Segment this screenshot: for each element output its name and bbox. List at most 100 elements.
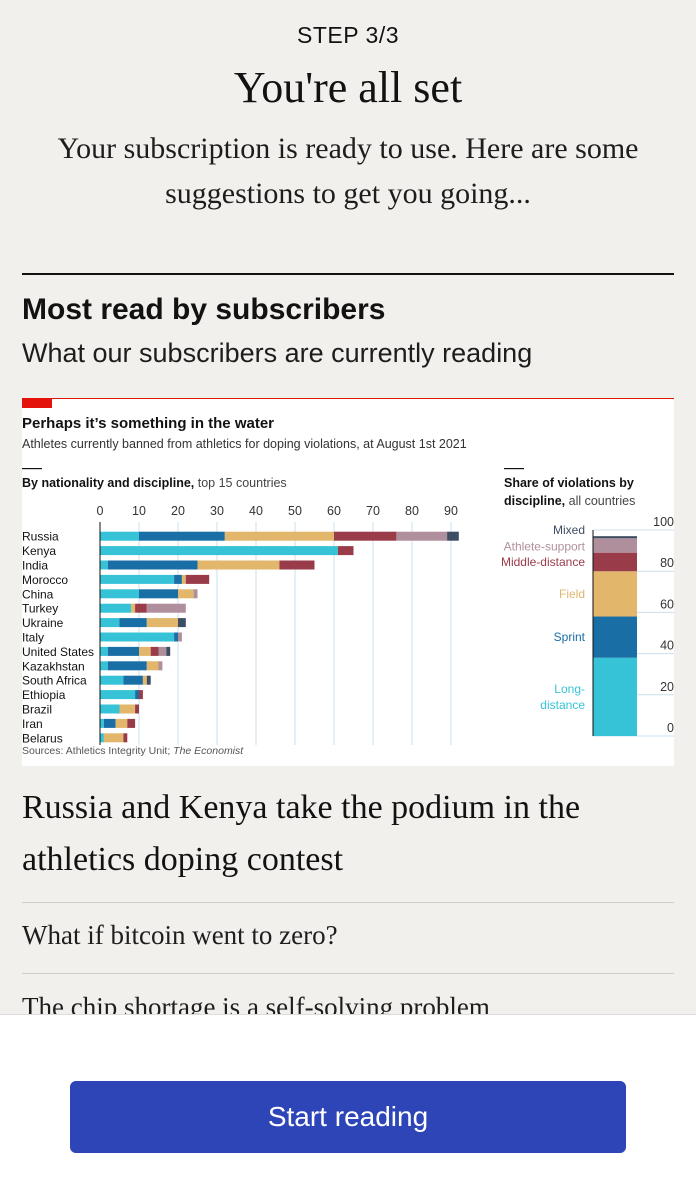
bar-segment [150,646,159,656]
bar-segment [193,589,198,599]
article-divider [22,973,674,974]
bar-segment [100,632,175,642]
bar-segment [100,546,338,556]
share-label: distance [540,698,585,712]
bar-segment [103,718,116,728]
source-italic: The Economist [173,745,244,757]
category-label: China [22,587,54,601]
bar-segment [119,618,147,628]
bar-segment [107,560,198,570]
share-tick-label: 80 [660,556,674,570]
bar-segment [337,546,354,556]
bar-segment [107,661,147,671]
bar-segment [100,589,139,599]
article-chart-image[interactable]: Perhaps it’s something in the water Athle… [22,398,674,766]
x-tick-label: 60 [327,504,341,518]
bar-segment [107,646,139,656]
share-label: Long- [554,682,585,696]
bar-segment [146,603,186,613]
share-label: Mixed [553,523,585,537]
category-label: Italy [22,631,44,645]
share-tick-label: 100 [653,515,674,529]
bar-segment [158,646,167,656]
section-subheading: What our subscribers are currently readi… [22,338,533,368]
bar-segment [103,733,124,743]
share-segment [593,552,637,572]
bar-segment [131,603,136,613]
bar-segment [174,632,178,642]
panel-marker [504,468,524,470]
bar-segment [115,718,128,728]
x-tick-label: 80 [405,504,419,518]
bar-segment [100,603,132,613]
onboarding-step: STEP 3/3 [296,22,400,48]
panel-title-bold: By nationality and discipline, [22,476,194,490]
bar-segment [139,646,151,656]
panel-title-sub: top 15 countries [194,476,286,490]
x-tick-label: 20 [171,504,185,518]
article-link-bitcoin[interactable]: What if bitcoin went to zero? [22,920,338,950]
share-segment [593,536,637,539]
share-panel-title-bold: discipline, [504,494,565,508]
share-panel-subtitle: all countries [565,494,635,508]
panel-title: By nationality and discipline, top 15 co… [22,476,287,490]
category-label: Kazakhstan [22,659,85,673]
bar-segment [396,531,448,541]
share-tick-label: 0 [667,721,674,735]
bar-segment [224,531,334,541]
bar-segment [178,589,194,599]
chart-source: Sources: Athletics Integrity Unit; The E… [22,745,244,757]
share-segment [593,616,637,658]
x-tick-label: 0 [97,504,104,518]
share-panel-title: Share of violations by [504,476,634,490]
share-panel-title-line2: discipline, all countries [504,494,635,508]
x-tick-label: 10 [132,504,146,518]
bar-segment [181,574,186,584]
bar-segment [100,704,120,714]
category-label: Morocco [22,573,68,587]
section-heading: Most read by subscribers [22,293,386,326]
bar-segment [119,704,136,714]
bar-segment [158,661,163,671]
page-title: You're all set [233,63,463,112]
bar-segment [174,574,182,584]
category-label: Russia [22,530,59,544]
featured-article-link[interactable]: Russia and Kenya take the podium in the … [22,789,581,878]
chart-title: Perhaps it’s something in the water [22,415,274,432]
share-segment [593,571,637,617]
bar-segment [139,690,143,700]
category-label: Brazil [22,703,52,717]
bar-segment [100,646,108,656]
share-label: Middle-distance [501,555,585,569]
bar-segment [197,560,280,570]
share-segment [593,538,637,553]
source-text: Sources: Athletics Integrity Unit; [22,745,173,757]
category-label: Kenya [22,544,56,558]
x-tick-label: 70 [366,504,380,518]
bar-segment [100,560,108,570]
category-label: Iran [22,717,43,731]
bar-segment [146,661,159,671]
bar-segment [135,603,147,613]
bar-segment [139,531,225,541]
category-label: South Africa [22,674,87,688]
section-rule [22,273,674,275]
article-divider [22,902,674,903]
bar-segment [178,632,182,642]
category-label: Ethiopia [22,688,66,702]
share-label: Sprint [554,630,586,644]
share-tick-label: 60 [660,597,674,611]
bar-segment [100,574,175,584]
share-label: Field [559,587,585,601]
bar-segment [139,589,178,599]
x-tick-label: 40 [249,504,263,518]
chart-top-rule [22,398,674,399]
bar-segment [100,675,124,685]
category-label: United States [22,645,94,659]
bar-segment [447,531,459,541]
bar-segment [178,618,186,628]
start-reading-button[interactable]: Start reading [70,1081,626,1153]
bar-segment [146,675,151,685]
bar-segment [123,675,143,685]
bar-segment [100,718,104,728]
